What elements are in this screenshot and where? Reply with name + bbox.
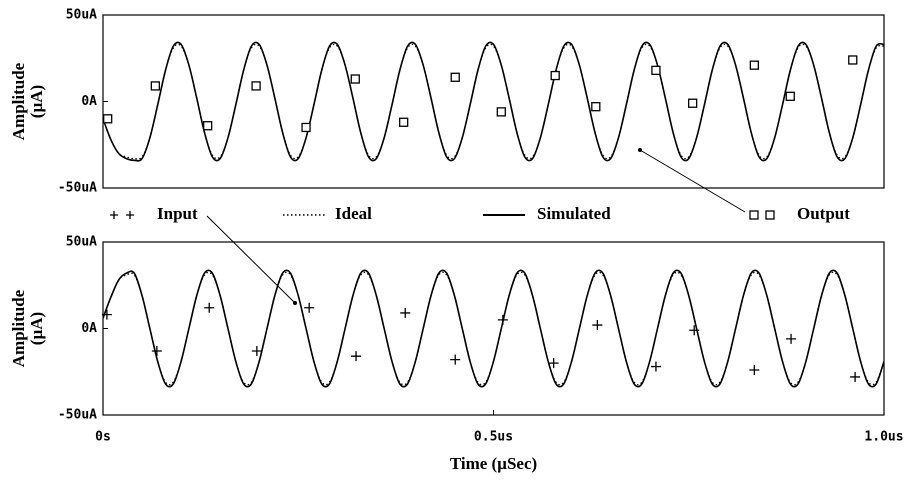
input-marker (548, 358, 559, 369)
series-line (103, 271, 884, 386)
output-marker (251, 81, 261, 91)
series-line (103, 41, 884, 162)
legend-swatch (110, 211, 118, 219)
input-marker (351, 351, 362, 362)
legend-label: Ideal (335, 204, 372, 223)
output-marker (848, 55, 858, 65)
output-marker (591, 102, 601, 112)
x-axis-label: Time (µSec) (450, 454, 537, 473)
input-marker (786, 333, 797, 344)
output-marker (550, 70, 560, 81)
input-marker (204, 302, 215, 313)
output-marker (399, 117, 409, 127)
legend-label: Input (157, 204, 198, 223)
y-tick-label: 50uA (66, 235, 97, 250)
output-marker (496, 107, 506, 117)
input-marker (151, 345, 162, 356)
series-line (103, 43, 884, 160)
output-marker (203, 121, 213, 131)
annotation-dot (638, 148, 642, 152)
plot-frame (102, 241, 885, 416)
output-marker (785, 91, 795, 101)
plot-frame (102, 14, 885, 189)
y-axis-label: Amplitude(µA) (9, 289, 46, 367)
series-line (103, 269, 884, 388)
y-axis-label: Amplitude(µA) (9, 62, 46, 140)
output-marker (301, 122, 311, 133)
input-marker (650, 361, 661, 372)
output-marker (350, 74, 360, 84)
input-marker (251, 345, 262, 356)
input-marker (101, 309, 112, 320)
annotation-line (206, 215, 296, 304)
output-marker (688, 98, 698, 108)
y-tick-label: 50uA (66, 8, 97, 23)
x-tick-label: 0s (95, 430, 111, 445)
legend-label: Simulated (537, 204, 611, 223)
output-marker (450, 72, 460, 82)
input-marker (400, 307, 411, 318)
input-marker (850, 371, 861, 382)
output-marker (749, 60, 760, 70)
input-marker (497, 314, 508, 325)
x-tick-label: 0.5us (474, 430, 513, 445)
output-marker (150, 81, 160, 91)
annotation-dot (293, 301, 297, 305)
y-axis-label-line: Amplitude (9, 62, 28, 140)
y-axis-label-line: (µA) (27, 312, 46, 345)
input-marker (592, 320, 603, 331)
y-tick-label: -50uA (58, 181, 97, 196)
legend-swatch (749, 210, 759, 220)
legend-swatch (126, 211, 134, 219)
input-marker (689, 325, 700, 336)
input-marker (450, 354, 461, 365)
y-tick-label: 0A (81, 321, 97, 336)
legend-swatch (765, 210, 775, 220)
input-marker (749, 365, 760, 376)
x-tick-label: 1.0us (864, 430, 903, 445)
annotation-line (639, 149, 746, 213)
input-marker (304, 302, 315, 313)
output-marker (651, 65, 661, 76)
y-tick-label: -50uA (58, 408, 97, 423)
y-axis-label-line: (µA) (27, 85, 46, 118)
y-tick-label: 0A (81, 94, 97, 109)
output-marker (103, 114, 113, 124)
legend-label: Output (797, 204, 850, 223)
y-axis-label-line: Amplitude (9, 289, 28, 367)
